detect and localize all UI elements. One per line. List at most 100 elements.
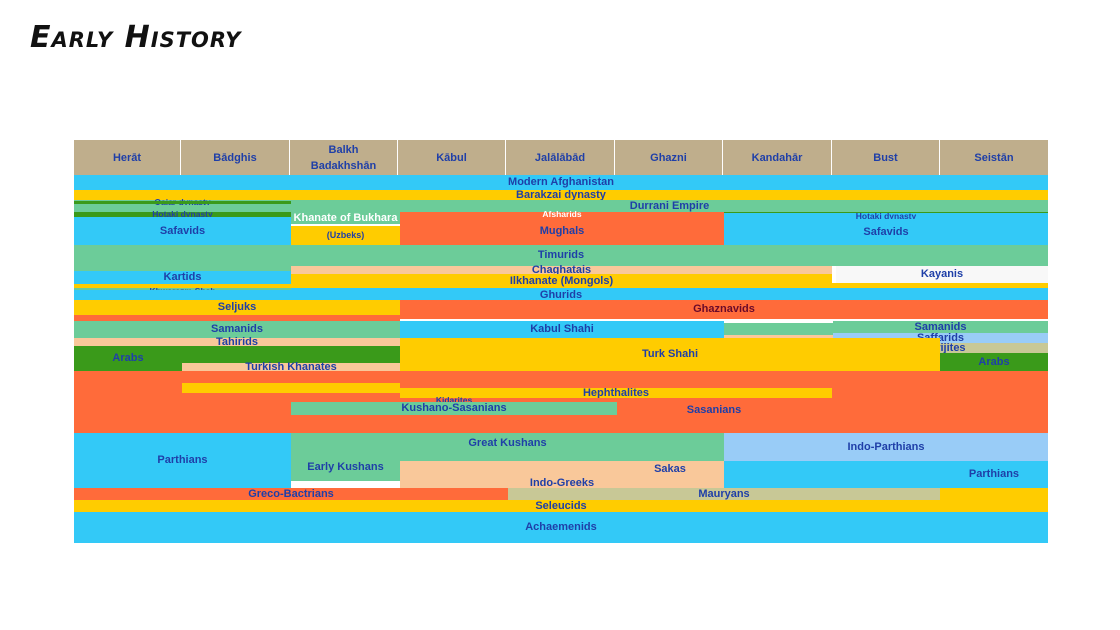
- dynasty-band-seljuks: Seljuks: [74, 300, 400, 315]
- dynasty-label: Kabul Shahi: [530, 323, 594, 335]
- dynasty-band-parthians-east: Parthians: [940, 461, 1048, 488]
- period-fill: [833, 353, 940, 371]
- region-header: Jalālābād: [506, 140, 615, 175]
- dynasty-label: Greco-Bactrians: [248, 487, 334, 500]
- dynasty-band-mughals: Mughals: [400, 217, 724, 245]
- dynasty-label: Hotaki dynasty: [152, 209, 213, 220]
- dynasty-label: Arabs: [978, 355, 1010, 368]
- dynasty-band-kartids: Kartids: [74, 271, 291, 284]
- dynasty-band-indo-greeks: Indo-Greeks: [400, 477, 724, 488]
- dynasty-label: Sakas: [654, 463, 686, 475]
- region-header-label: Herāt: [112, 151, 142, 164]
- dynasty-label: Turkish Khanates: [245, 360, 337, 373]
- dynasty-band-samanids-east: Samanids: [833, 321, 1048, 333]
- dynasty-label: Durrani Empire: [629, 199, 710, 212]
- dynasty-label: Sasanians: [686, 404, 742, 416]
- dynasty-label: Samanids: [211, 323, 263, 335]
- dynasty-label: Safavids: [159, 224, 206, 237]
- period-fill: [400, 454, 724, 461]
- period-fill: [74, 201, 291, 204]
- dynasty-band-chaghatais: Chaghatais: [291, 263, 832, 276]
- dynasty-band-barakzai: Barakzai dynasty: [74, 188, 1048, 201]
- dynasty-label: Ghaznavids: [693, 303, 755, 315]
- dynasty-label: Parthians: [157, 454, 208, 466]
- dynasty-band-turkish-khanates: Turkish Khanates: [182, 360, 400, 373]
- dynasty-label: Chaghatais: [531, 263, 592, 276]
- dynasty-band-saffarids: Saffarids: [833, 331, 1048, 344]
- dynasty-label: Seljuks: [217, 301, 257, 313]
- dynasty-label: Kayanis: [920, 268, 964, 280]
- dynasty-band-tahirids: Tahirids: [74, 335, 400, 348]
- dynasty-label: Early Kushans: [307, 461, 384, 473]
- dynasty-band-ghurids: Ghurids: [74, 288, 1048, 301]
- dynasty-band-kabul-shahi: Kabul Shahi: [400, 321, 724, 338]
- dynasty-band-greco-bactrians: Greco-Bactrians: [74, 488, 508, 500]
- period-fill: [74, 315, 400, 321]
- dynasty-band-seleucids: Seleucids: [74, 500, 1048, 512]
- region-header-label: Badakhshān: [310, 159, 377, 172]
- period-fill: [291, 288, 1048, 290]
- dynasty-label: Saffarids: [916, 331, 965, 344]
- dynasty-band-kidarites: Kidarites: [291, 394, 617, 405]
- dynasty-label: Kidarites: [435, 394, 473, 405]
- region-header-label: Ghazni: [650, 151, 687, 164]
- dynasty-band-hephthalites: Hephthalites: [400, 386, 832, 399]
- dynasty-label: Samanids: [914, 320, 967, 333]
- region-header-label: Balkh: [328, 143, 359, 156]
- dynasty-label: Hotaki dynasty: [855, 210, 917, 221]
- period-fill: [182, 346, 400, 363]
- region-header: Ghazni: [615, 140, 723, 175]
- dynasty-band-hotaki-west: Hotaki dynasty: [74, 209, 291, 220]
- period-fill: [74, 371, 182, 433]
- period-fill: [74, 284, 291, 288]
- timeline-chart: Herāt Bādghis Balkh Badakhshān Kābul Jalālābā…: [74, 140, 1048, 543]
- region-header: Bust: [832, 140, 940, 175]
- dynasty-label: Kharijites: [915, 341, 966, 354]
- dynasty-band-great-kushans: Great Kushans: [291, 433, 724, 454]
- dynasty-band-uzbeks: (Uzbeks): [291, 226, 400, 245]
- dynasty-label: Barakzai dynasty: [516, 188, 606, 201]
- region-header: Herāt: [74, 140, 181, 175]
- dynasty-label: Arabs: [112, 352, 144, 364]
- dynasty-label: Timurids: [537, 249, 585, 261]
- dynasty-band-arabs-east: Arabs: [940, 353, 1048, 371]
- dynasty-label: (Uzbeks): [326, 230, 365, 240]
- dynasty-label: Achaemenids: [525, 521, 597, 533]
- dynasty-band-ghaznavids: Ghaznavids: [400, 300, 1048, 319]
- period-fill: [724, 335, 833, 338]
- dynasty-label: Modern Afghanistan: [508, 176, 614, 188]
- period-fill: [182, 383, 400, 393]
- dynasty-label: Tahirids: [216, 335, 258, 348]
- region-header-label: Bādghis: [213, 151, 257, 164]
- dynasty-band-durrani: Durrani Empire: [291, 200, 1048, 212]
- period-fill: [940, 488, 1048, 501]
- dynasty-label: Ilkhanate (Mongols): [509, 274, 614, 287]
- dynasty-band-parthians-west: Parthians: [74, 433, 291, 488]
- dynasty-label: Seleucids: [535, 499, 587, 512]
- dynasty-label: Great Kushans: [468, 437, 547, 449]
- period-fill: [724, 323, 833, 335]
- dynasty-band-ilkhanate: Ilkhanate (Mongols): [291, 274, 832, 288]
- dynasty-label: Afsharids: [542, 209, 582, 220]
- dynasty-band-arabs-west: Arabs: [74, 346, 182, 371]
- dynasty-band-kharijites: Kharijites: [833, 341, 1048, 354]
- dynasty-band-mauryans: Mauryans: [508, 488, 940, 501]
- dynasty-label: Safavids: [863, 225, 909, 238]
- dynasty-band-modern-afghanistan: Modern Afghanistan: [74, 175, 1048, 190]
- region-header: Kābul: [398, 140, 506, 175]
- region-header-label: Jalālābād: [534, 151, 586, 164]
- dynasty-label: Parthians: [968, 468, 1020, 480]
- dynasty-label: Kartids: [163, 271, 202, 283]
- region-header: Bādghis: [181, 140, 290, 175]
- region-header-label: Kābul: [436, 151, 467, 164]
- dynasty-label: Khanate of Bukhara: [293, 211, 398, 224]
- dynasty-label: Hephthalites: [582, 386, 649, 399]
- dynasty-label: Mughals: [539, 224, 585, 237]
- dynasty-band-safavids-east: Safavids: [724, 219, 1048, 245]
- dynasty-label: Ghurids: [539, 288, 583, 301]
- dynasty-band-indo-parthians: Indo-Parthians: [724, 433, 1048, 461]
- dynasty-band-khanate-bukhara: Khanate of Bukhara: [291, 212, 400, 224]
- dynasty-band-achaemenids: Achaemenids: [74, 512, 1048, 543]
- dynasty-band-hotaki-east: Hotaki dynasty: [724, 210, 1048, 221]
- period-fill: [832, 283, 1048, 288]
